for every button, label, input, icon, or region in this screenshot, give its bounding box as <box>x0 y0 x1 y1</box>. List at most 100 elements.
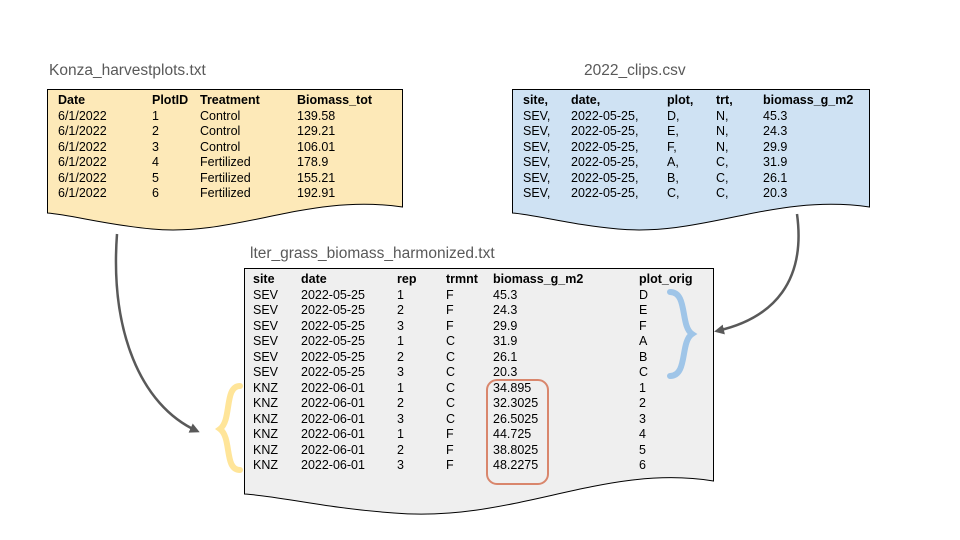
konza-table-cell: 6 <box>152 186 159 200</box>
harmonized-table-cell: 2022-05-25 <box>301 349 365 364</box>
harmonized-table-cell: C <box>639 365 649 379</box>
harmonized-table-cell: 38.8025 <box>493 442 539 457</box>
konza-table-cell: Control <box>200 124 241 138</box>
harmonized-table-cell: SEV <box>253 349 279 364</box>
harmonized-table-cell: 2022-05-25 <box>301 365 365 379</box>
clips-table-cell: N, <box>716 108 729 123</box>
harmonized-table-cell: 3 <box>397 458 404 472</box>
harmonized-document-shape <box>244 268 714 515</box>
clips-column-header: date, <box>571 93 601 107</box>
konza-header-row: Date PlotID Treatment Biomass_tot <box>58 93 387 109</box>
harmonized-table-row: SEV 2022-05-25 1 C 31.9 A <box>253 334 699 350</box>
konza-file-title: Konza_harvestplots.txt <box>49 62 206 79</box>
konza-table-cell: 106.01 <box>297 139 336 154</box>
harmonized-table-row: KNZ 2022-06-01 1 F 44.725 4 <box>253 427 699 443</box>
clips-table-cell: C, <box>716 155 729 169</box>
harmonized-table-cell: 2 <box>397 396 404 410</box>
harmonized-table: site date rep trmnt biomass_g_m2 plot_orig SEV… <box>253 272 699 474</box>
harmonized-header-row: site date rep trmnt biomass_g_m2 plot_orig <box>253 272 699 288</box>
konza-table-row: 6/1/2022 4 Fertilized 178.9 <box>58 155 387 171</box>
harmonized-table-cell: KNZ <box>253 380 278 395</box>
harmonized-table-cell: D <box>639 287 649 302</box>
konza-document-shape <box>47 89 403 231</box>
harmonized-table-cell: KNZ <box>253 427 278 441</box>
harmonized-file-title: lter_grass_biomass_harmonized.txt <box>250 245 495 262</box>
konza-column-header: Date <box>58 93 86 107</box>
harmonized-table-row: KNZ 2022-06-01 2 C 32.3025 2 <box>253 396 699 412</box>
konza-file-document: Date PlotID Treatment Biomass_tot 6/1/2022 1 C… <box>47 89 403 234</box>
harmonized-table-cell: F <box>446 442 454 457</box>
konza-table-cell: 6/1/2022 <box>58 155 107 169</box>
clips-file-document: site, date, plot, trt, biomass_g_m2 SEV, 2022-… <box>512 89 870 234</box>
harmonized-column-header: biomass_g_m2 <box>493 272 584 286</box>
clips-table: site, date, plot, trt, biomass_g_m2 SEV, 2022-… <box>523 93 863 202</box>
harmonized-table-cell: 44.725 <box>493 427 532 441</box>
harmonized-table-cell: SEV <box>253 365 279 379</box>
konza-table-cell: Control <box>200 108 241 123</box>
konza-table-cell: Control <box>200 139 241 154</box>
harmonized-table-cell: F <box>446 287 454 302</box>
harmonized-table-cell: 1 <box>397 287 404 302</box>
konza-table-cell: 6/1/2022 <box>58 186 107 200</box>
clips-table-cell: 2022-05-25, <box>571 170 639 185</box>
konza-table-cell: Fertilized <box>200 186 251 200</box>
konza-column-header: Treatment <box>200 93 260 107</box>
clips-table-cell: N, <box>716 139 729 154</box>
harmonized-file-document: site date rep trmnt biomass_g_m2 plot_orig SEV… <box>244 268 714 518</box>
harmonized-table-cell: A <box>639 334 648 348</box>
curved-arrow-icon <box>114 233 200 433</box>
clips-table-cell: 2022-05-25, <box>571 124 639 138</box>
harmonized-table-cell: SEV <box>253 334 279 348</box>
harmonized-table-cell: 20.3 <box>493 365 518 379</box>
clips-table-row: SEV, 2022-05-25, F, N, 29.9 <box>523 140 863 156</box>
harmonized-table-cell: 2022-05-25 <box>301 303 365 317</box>
harmonized-table-cell: E <box>639 303 648 317</box>
harmonized-table-row: SEV 2022-05-25 2 F 24.3 E <box>253 303 699 319</box>
clips-table-cell: C, <box>716 186 729 200</box>
clips-table-cell: C, <box>667 186 680 200</box>
konza-table-cell: 4 <box>152 155 159 169</box>
konza-table-cell: 129.21 <box>297 124 336 138</box>
clips-table-cell: SEV, <box>523 155 551 169</box>
harmonized-table-row: KNZ 2022-06-01 1 C 34.895 1 <box>253 381 699 397</box>
harmonized-table-cell: 2022-06-01 <box>301 411 365 426</box>
clips-table-cell: D, <box>667 108 680 123</box>
harmonized-table-row: KNZ 2022-06-01 3 F 48.2275 6 <box>253 458 699 474</box>
clips-column-header: trt, <box>716 93 733 107</box>
clips-table-row: SEV, 2022-05-25, D, N, 45.3 <box>523 109 863 125</box>
harmonized-table-cell: 3 <box>397 411 404 426</box>
harmonized-table-row: SEV 2022-05-25 2 C 26.1 B <box>253 350 699 366</box>
clips-column-header: site, <box>523 93 549 107</box>
harmonized-table-cell: 29.9 <box>493 318 518 333</box>
harmonized-column-header: date <box>301 272 327 286</box>
harmonized-table-cell: 2022-06-01 <box>301 427 365 441</box>
harmonized-table-cell: C <box>446 334 456 348</box>
harmonized-table-cell: 2022-05-25 <box>301 318 365 333</box>
konza-table-cell: 5 <box>152 170 159 185</box>
clips-table-cell: C, <box>716 170 729 185</box>
konza-table-row: 6/1/2022 5 Fertilized 155.21 <box>58 171 387 187</box>
harmonized-table-cell: 45.3 <box>493 287 518 302</box>
clips-table-row: SEV, 2022-05-25, A, C, 31.9 <box>523 155 863 171</box>
clips-table-cell: 2022-05-25, <box>571 139 639 154</box>
harmonized-table-cell: C <box>446 365 456 379</box>
harmonized-table-cell: KNZ <box>253 411 278 426</box>
clips-file-title: 2022_clips.csv <box>584 62 686 79</box>
harmonized-table-cell: C <box>446 349 456 364</box>
clips-header-row: site, date, plot, trt, biomass_g_m2 <box>523 93 863 109</box>
harmonized-column-header: plot_orig <box>639 272 693 286</box>
konza-table-cell: 155.21 <box>297 170 336 185</box>
konza-table-row: 6/1/2022 1 Control 139.58 <box>58 109 387 125</box>
harmonized-table-cell: 2 <box>397 303 404 317</box>
harmonized-table-cell: 1 <box>397 334 404 348</box>
konza-table-cell: Fertilized <box>200 170 251 185</box>
curly-brace-left-icon <box>215 383 243 473</box>
harmonized-table-cell: F <box>446 427 454 441</box>
harmonized-table-cell: 2 <box>397 442 404 457</box>
harmonized-table-cell: 26.1 <box>493 349 518 364</box>
clips-table-cell: N, <box>716 124 729 138</box>
harmonized-table-cell: 1 <box>639 380 646 395</box>
konza-table-row: 6/1/2022 6 Fertilized 192.91 <box>58 186 387 202</box>
konza-table-cell: 192.91 <box>297 186 336 200</box>
konza-table-cell: 6/1/2022 <box>58 124 107 138</box>
